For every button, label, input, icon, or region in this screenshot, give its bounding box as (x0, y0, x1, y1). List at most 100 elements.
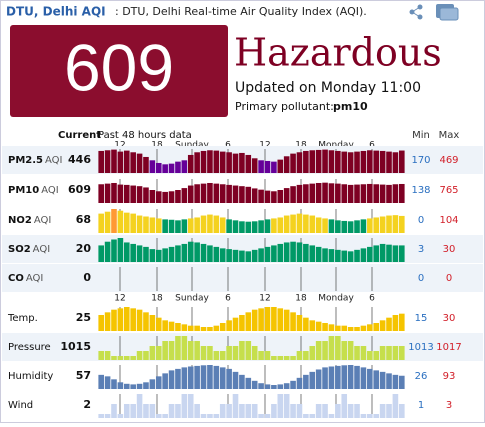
min-value: 0 (418, 273, 424, 284)
history-bar (232, 317, 239, 331)
history-bar (155, 249, 162, 262)
history-bar (251, 404, 258, 418)
history-bar (226, 219, 232, 233)
title[interactable]: DTU, Delhi AQI (6, 5, 106, 19)
history-bar (207, 245, 213, 262)
history-bar (367, 324, 373, 331)
history-bar (213, 351, 220, 360)
history-bar (130, 213, 136, 233)
history-bar (245, 251, 252, 262)
history-bar (226, 249, 232, 262)
time-label: 6 (369, 141, 375, 151)
history-bar (392, 315, 399, 331)
history-bar (399, 183, 405, 203)
history-bar (155, 317, 162, 331)
max-value: 469 (439, 155, 458, 166)
history-bar (335, 150, 341, 173)
history-bar (315, 149, 322, 173)
widget-icon[interactable] (436, 4, 459, 21)
history-bar (239, 152, 245, 173)
history-bar (296, 377, 303, 389)
history-bar (258, 308, 264, 331)
history-bar (290, 404, 296, 418)
max-value: 93 (443, 371, 456, 382)
history-bar (341, 151, 348, 173)
history-bar (194, 184, 200, 203)
history-bar (200, 414, 207, 418)
history-bar (309, 414, 316, 418)
history-bar (155, 376, 162, 389)
history-bar (130, 243, 136, 262)
history-bar (149, 346, 156, 360)
history-bar (264, 414, 271, 418)
history-bar (226, 320, 232, 331)
history-bar (155, 162, 162, 173)
history-bar (194, 404, 200, 418)
history-bar (283, 356, 290, 360)
history-bar (200, 243, 207, 262)
history-bar (143, 216, 149, 233)
history-bar (328, 150, 335, 173)
history-bar (354, 220, 360, 233)
max-value: 3 (446, 400, 452, 411)
history-bar (117, 414, 124, 418)
share-icon[interactable] (409, 4, 423, 20)
history-bar (303, 214, 309, 233)
history-bar (213, 414, 220, 418)
history-bar (373, 217, 380, 233)
history-bar (162, 320, 168, 331)
min-value: 15 (415, 313, 428, 324)
history-bar (98, 351, 104, 360)
history-bar (283, 156, 290, 173)
history-bar (399, 150, 405, 173)
history-bar (245, 404, 252, 418)
history-bar (149, 160, 156, 173)
history-bar (130, 356, 136, 360)
history-bar (111, 149, 117, 173)
history-bar (335, 365, 341, 389)
history-bar (143, 246, 149, 262)
history-bar (181, 243, 188, 262)
current-value: 2 (83, 398, 91, 411)
history-bar (200, 215, 207, 233)
history-bar (367, 183, 373, 203)
history-bar (111, 209, 117, 233)
history-bar (290, 356, 296, 360)
history-bar (213, 150, 220, 173)
current-value: 68 (76, 213, 91, 226)
history-bar (283, 242, 290, 262)
history-bar (303, 351, 309, 360)
history-bar (200, 150, 207, 173)
history-bar (168, 246, 175, 262)
history-bar (239, 221, 245, 233)
history-bar (277, 356, 284, 360)
current-value: 57 (76, 369, 91, 382)
history-bar (117, 210, 124, 233)
history-bar (392, 374, 399, 389)
history-bar (187, 154, 194, 173)
history-bar (258, 414, 264, 418)
history-bar (264, 160, 271, 173)
history-bar (175, 404, 181, 418)
history-bar (213, 365, 220, 389)
history-bar (335, 325, 341, 331)
history-bar (309, 320, 316, 331)
row-unit: AQI (26, 273, 44, 284)
max-value: 30 (443, 244, 456, 255)
history-bar (277, 217, 284, 233)
history-bar (104, 211, 111, 233)
history-bar (111, 379, 117, 389)
history-bar (367, 218, 373, 233)
history-bar (386, 373, 392, 389)
history-bar (271, 161, 277, 173)
history-bar (213, 325, 220, 331)
history-bar (239, 341, 245, 360)
history-bar (379, 371, 386, 389)
max-header: Max (439, 130, 460, 141)
history-bar (367, 368, 373, 389)
history-bar (373, 245, 380, 262)
history-bar (130, 152, 136, 173)
history-bar (347, 184, 354, 203)
history-bar (232, 394, 239, 418)
history-bar (136, 309, 143, 331)
